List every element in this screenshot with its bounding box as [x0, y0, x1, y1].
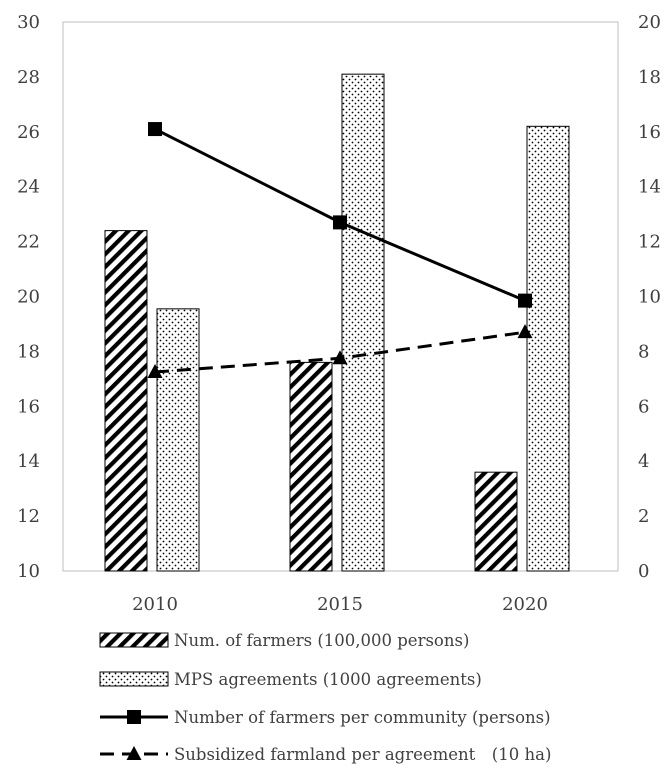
plot-area-border — [62, 21, 619, 572]
right-tick-label: 6 — [638, 396, 649, 417]
left-tick-label: 16 — [17, 396, 40, 417]
left-tick-label: 20 — [17, 287, 40, 308]
farmers-bar — [474, 471, 518, 572]
right-tick-label: 18 — [638, 67, 661, 88]
mps-agreements-bar — [341, 73, 385, 572]
farmers-bar — [289, 361, 333, 572]
right-tick-label: 10 — [638, 287, 661, 308]
mps-agreements-bar — [156, 308, 200, 572]
right-tick-label: 2 — [638, 506, 649, 527]
square-marker — [518, 293, 532, 308]
right-tick-label: 8 — [638, 341, 649, 362]
right-tick-label: 20 — [638, 12, 661, 33]
bar-series-group — [104, 73, 570, 572]
triangle-marker — [517, 324, 533, 339]
farmers-bar — [104, 230, 148, 572]
right-tick-label: 16 — [638, 122, 661, 143]
legend-label: Number of farmers per community (persons… — [174, 708, 551, 727]
line-series-group — [147, 122, 533, 378]
right-tick-label: 14 — [638, 177, 661, 198]
x-tick-label: 2010 — [132, 594, 178, 615]
right-tick-label: 0 — [638, 561, 649, 582]
legend: Num. of farmers (100,000 persons) MPS agr… — [99, 631, 551, 764]
left-tick-label: 12 — [17, 506, 40, 527]
farmers-per-community-line — [154, 127, 526, 302]
legend-triangle-marker — [126, 746, 142, 760]
x-tick-label: 2020 — [502, 594, 548, 615]
left-tick-label: 24 — [17, 177, 40, 198]
left-tick-label: 10 — [17, 561, 40, 582]
legend-dots-swatch — [99, 671, 169, 687]
right-tick-label: 4 — [638, 451, 649, 472]
left-tick-label: 30 — [17, 12, 40, 33]
left-tick-label: 26 — [17, 122, 40, 143]
left-tick-label: 22 — [17, 232, 40, 253]
left-tick-label: 28 — [17, 67, 40, 88]
legend-square-marker — [127, 710, 141, 724]
triangle-marker — [147, 363, 163, 378]
right-axis-ticks: 0 2 4 6 8 10 12 14 16 18 20 — [638, 12, 661, 582]
legend-label: Subsidized farmland per agreement (10 ha… — [174, 745, 551, 764]
left-tick-label: 18 — [17, 341, 40, 362]
x-tick-label: 2015 — [317, 594, 363, 615]
triangle-marker — [332, 350, 348, 365]
square-marker — [333, 215, 347, 230]
legend-label: Num. of farmers (100,000 persons) — [174, 631, 469, 650]
x-axis-ticks: 2010 2015 2020 — [132, 594, 548, 615]
left-axis-ticks: 10 12 14 16 18 20 22 24 26 28 30 — [17, 12, 40, 582]
legend-hatch-swatch — [99, 632, 169, 648]
legend-label: MPS agreements (1000 agreements) — [174, 670, 482, 689]
left-tick-label: 14 — [17, 451, 40, 472]
plot-frame — [62, 21, 619, 572]
square-marker — [148, 122, 162, 137]
mps-agreements-bar — [526, 125, 570, 572]
right-tick-label: 12 — [638, 232, 661, 253]
